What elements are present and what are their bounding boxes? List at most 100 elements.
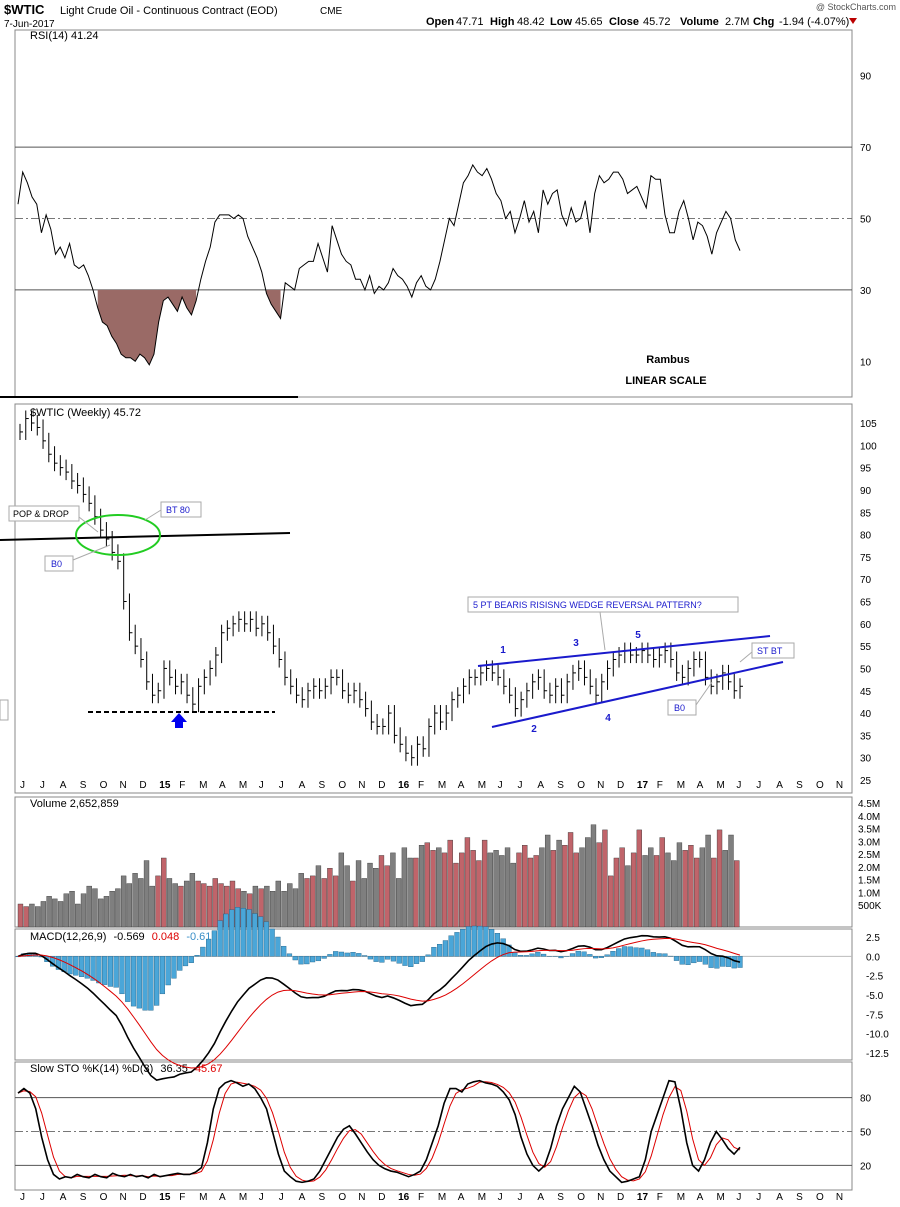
sto-month-label: D [378,1192,385,1203]
volume-bar [310,875,316,928]
price-y-tick: 65 [860,598,872,609]
callout-bt80: BT 80 [144,501,202,521]
sto-month-label: 16 [398,1192,410,1203]
price-y-tick: 90 [860,486,872,497]
volume-bar [711,857,717,928]
high-label: High [490,16,515,28]
sto-month-label: N [597,1192,604,1203]
volume-bar [115,888,121,928]
sto-month-label: M [239,1192,247,1203]
scroll-marker [0,699,9,721]
macd-y-tick: -5.0 [866,991,884,1002]
high-value: 48.42 [517,16,545,28]
sto-month-label: A [60,1192,67,1203]
low-label: Low [550,16,572,28]
price-month-label: O [100,780,108,791]
rsi-y-tick: 70 [860,143,872,154]
price-month-label: J [756,780,761,791]
sto-month-label: J [518,1192,523,1203]
volume-bar [395,878,402,928]
price-month-label: J [259,780,264,791]
price-month-label: 15 [159,780,171,791]
volume-bar [579,847,585,928]
sto-month-label: 17 [637,1192,649,1203]
sto-month-label: F [179,1192,185,1203]
macd-histogram-bar [177,956,183,971]
volume-bar [487,852,494,928]
macd-histogram-bar [650,952,656,957]
volume-bar [699,847,706,928]
volume-bar [441,852,448,928]
macd-histogram-bar [344,952,350,957]
volume-bar [69,891,75,928]
volume-bar [29,903,35,928]
macd-histogram-bar [165,956,171,986]
macd-histogram-bar [125,956,131,1002]
sto-month-label: J [20,1192,25,1203]
macd-histogram-bar [529,953,535,957]
sto-month-label: 15 [159,1192,171,1203]
panel-frame-sto [14,1061,853,1191]
dropdown-icon[interactable] [849,18,857,24]
volume-bar [648,847,654,928]
price-month-label: S [557,780,564,791]
macd-histogram-bar [154,956,160,1006]
macd-histogram-bar [217,920,223,957]
rsi-annotation-1: Rambus [646,354,689,366]
macd-y-tick: 2.5 [866,933,880,944]
macd-histogram-bar [309,956,316,963]
macd-histogram-bar [338,951,345,957]
macd-histogram-bar [61,956,67,972]
macd-histogram-bar [96,956,102,984]
price-month-label: A [776,780,783,791]
rsi-oversold-fill [266,289,281,319]
volume-bar [86,885,92,928]
close-value: 45.72 [643,16,671,28]
macd-histogram-bar [286,953,293,957]
macd-histogram-bar [211,930,217,957]
macd-histogram-bar [621,946,628,957]
macd-title: MACD(12,26,9) -0.569 0.048 -0.617 [30,931,218,943]
volume-bar [608,875,614,928]
rsi-panel: 90 70 50 30 10 [15,72,872,368]
volume-panel: 4.5M 4.0M 3.5M3.0M 2.5M 2.0M 1.5M1.0M 500K [17,799,882,928]
macd-y-tick: -2.5 [866,972,884,983]
volume-bar [516,852,522,928]
sto-title-label: Slow STO %K(14) %D(3) [30,1063,153,1075]
volume-bar [602,829,608,928]
macd-histogram-bar [200,946,206,957]
volume-bar [172,883,178,928]
price-month-label: 16 [398,780,410,791]
sto-month-label: J [259,1192,264,1203]
volume-bar [344,865,350,928]
macd-histogram-bar [275,936,281,957]
price-month-label: M [438,780,446,791]
volume-bar [34,906,41,928]
volume-bar [659,837,665,928]
macd-y-tick: -7.5 [866,1010,884,1021]
volume-bar [80,893,87,928]
volume-bar [304,878,310,928]
price-month-label: D [139,780,146,791]
macd-histogram-bar [483,926,489,957]
volume-bar [355,860,362,928]
price-y-tick: 40 [860,709,872,720]
volume-bar [716,829,723,928]
sto-month-label: J [279,1192,284,1203]
rsi-y-tick: 10 [860,357,872,368]
sto-month-label: S [557,1192,564,1203]
sto-month-label: N [836,1192,843,1203]
macd-value: -0.569 [113,931,144,943]
volume-bar [287,883,293,928]
sto-month-label: A [776,1192,783,1203]
sto-month-label: J [756,1192,761,1203]
price-month-label: O [338,780,346,791]
price-y-tick: 50 [860,664,872,675]
price-month-label: F [179,780,185,791]
macd-y-tick: -10.0 [866,1030,889,1041]
price-y-tick: 45 [860,687,872,698]
macd-histogram-bar [229,909,235,957]
price-y-tick: 80 [860,531,872,542]
volume-bar [527,857,534,928]
volume-bar [734,860,740,928]
